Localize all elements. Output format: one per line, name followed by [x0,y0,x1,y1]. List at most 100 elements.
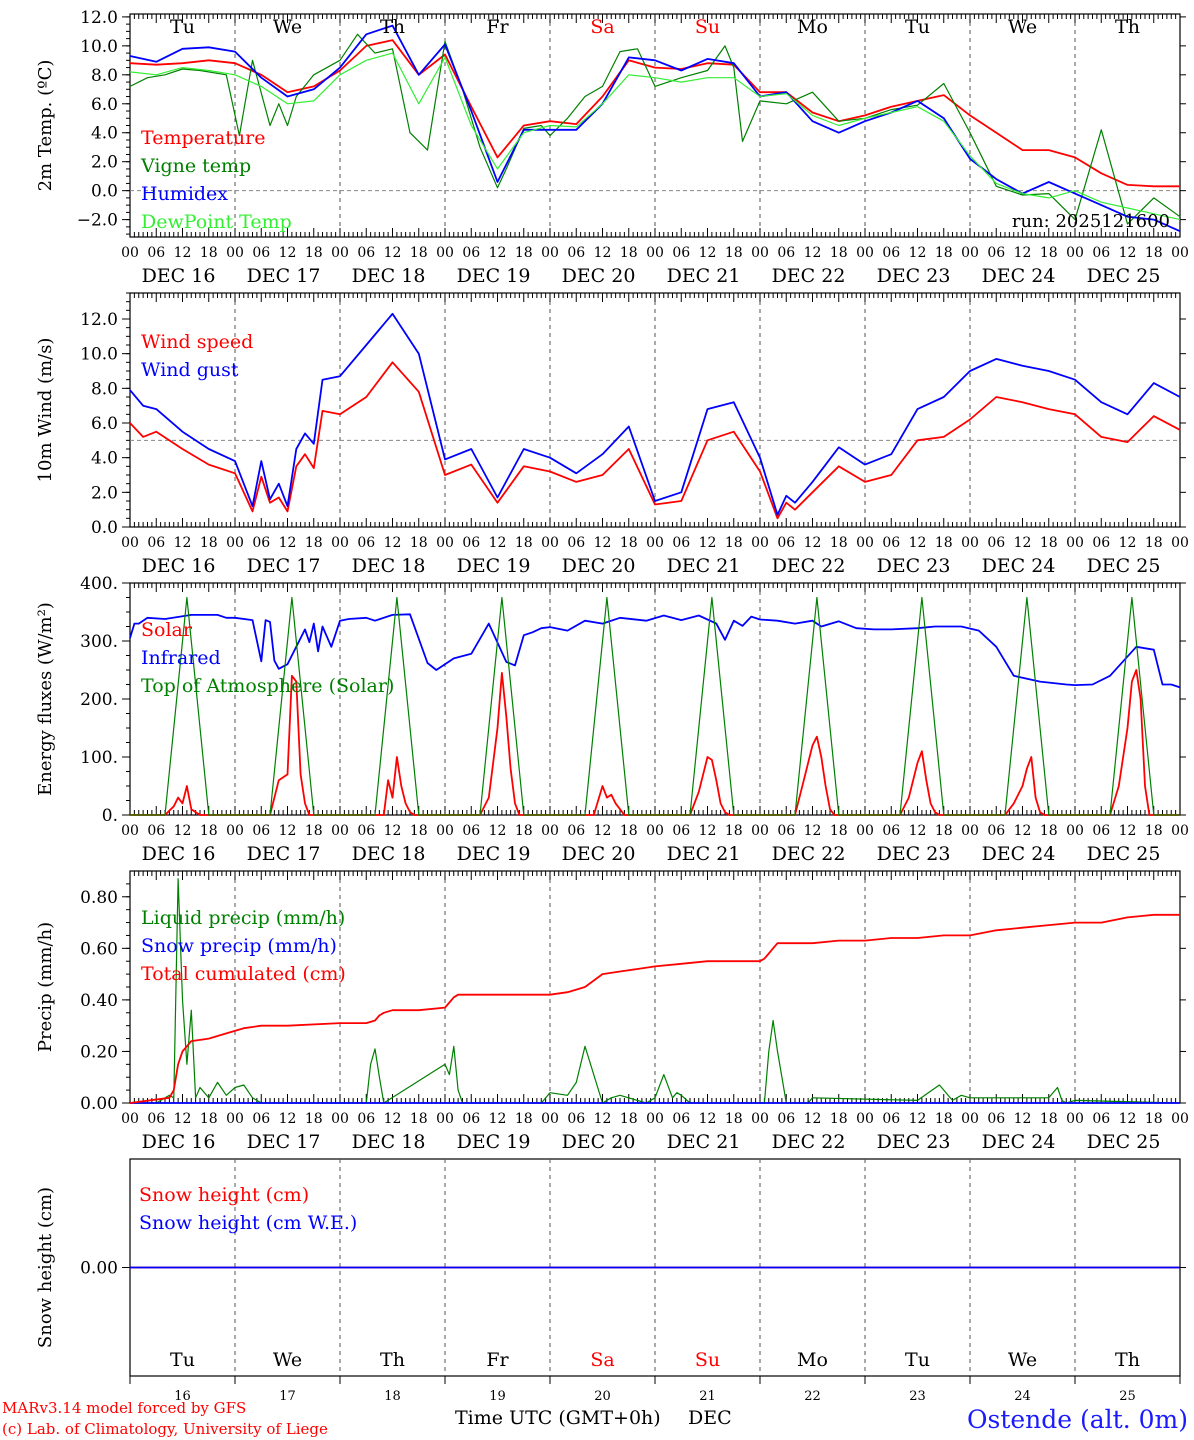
hour-label: 18 [200,245,218,261]
hour-label: 12 [909,245,927,261]
date-label: DEC 16 [142,265,216,287]
hour-label: 18 [620,535,638,551]
legend-entry: Infrared [141,647,221,669]
hour-label: 00 [961,535,979,551]
date-label: DEC 20 [562,843,636,865]
weekday-label: Mo [797,16,828,38]
date-label: DEC 20 [562,265,636,287]
hour-label: 12 [384,1111,402,1127]
date-label: DEC 22 [772,843,846,865]
hour-label: 00 [331,823,349,839]
y-axis-label: 10m Wind (m/s) [35,338,56,483]
hour-label: 12 [1014,245,1032,261]
hour-label: 18 [935,823,953,839]
weekday-label: Th [1115,1349,1140,1371]
day-number-label: 19 [489,1389,506,1404]
panel-energy: 0. 100. 200. 300. 400. Energy fluxes (W/m²) So… [35,574,1189,865]
hour-label: 00 [646,823,664,839]
hour-label: 12 [699,1111,717,1127]
series-line-wind-gust [129,312,1181,516]
hour-label: 06 [357,823,375,839]
panel-snow: 0.00 Snow height (cm) Snow height (cm) Snow… [35,1158,1186,1404]
date-label: DEC 22 [772,1131,846,1153]
hour-label: 00 [436,823,454,839]
legend-entry: Humidex [141,183,228,205]
hour-label: 00 [331,535,349,551]
hour-label: 18 [1145,1111,1163,1127]
hour-label: 00 [1171,1111,1189,1127]
y-tick-label: 2.0 [91,483,118,503]
weekday-label: Th [380,16,405,38]
day-number-label: 23 [909,1389,926,1404]
series-line-top-of-atmosphere-solar- [130,596,1180,816]
station-name: Ostende (alt. 0m) [967,1405,1188,1434]
date-label: DEC 19 [457,265,531,287]
hour-label: 00 [436,535,454,551]
hour-label: 06 [567,823,585,839]
hour-label: 12 [594,245,612,261]
date-label: DEC 23 [877,843,951,865]
hour-label: 00 [751,1111,769,1127]
hour-label: 12 [804,1111,822,1127]
y-tick-label: 0.60 [80,939,118,959]
y-tick-label: 2.0 [91,153,118,173]
hour-ticks [129,871,1181,1103]
date-label: DEC 18 [352,1131,426,1153]
hour-label: 18 [515,1111,533,1127]
hour-label: 00 [646,245,664,261]
legend-entry: DewPoint Temp [141,211,292,233]
y-tick-label: 6.0 [91,414,118,434]
hour-label: 00 [751,245,769,261]
series-line-total-cumulated-cm- [129,913,1180,1104]
y-tick-label: 0.20 [80,1042,118,1062]
hour-label: 12 [174,535,192,551]
hour-label: 00 [121,245,139,261]
date-label: DEC 23 [877,1131,951,1153]
y-tick-label: 0.80 [80,888,118,908]
date-label: DEC 20 [562,1131,636,1153]
hour-label: 00 [1171,535,1189,551]
day-number-label: 25 [1119,1389,1136,1404]
hour-label: 12 [594,535,612,551]
hour-label: 06 [147,245,165,261]
date-label: DEC 23 [877,265,951,287]
hour-label: 18 [515,245,533,261]
hour-label: 12 [489,1111,507,1127]
hour-label: 00 [751,823,769,839]
hour-label: 06 [1092,535,1110,551]
hour-label: 00 [856,535,874,551]
hour-label: 12 [384,823,402,839]
hour-label: 00 [541,245,559,261]
y-tick-label: 0.00 [80,1094,118,1114]
weekday-label: Th [380,1349,405,1371]
day-number-label: 20 [594,1389,611,1404]
hour-label: 12 [909,823,927,839]
weekday-label: Tu [170,1349,195,1371]
date-label: DEC 21 [667,555,741,577]
y-tick-label: −2.0 [77,211,118,231]
hour-label: 12 [174,1111,192,1127]
day-number-label: 16 [174,1389,191,1404]
hour-label: 06 [462,535,480,551]
hour-label: 06 [462,823,480,839]
date-label: DEC 20 [562,555,636,577]
legend-entry: Total cumulated (cm) [141,963,346,985]
legend-entry: Snow precip (mm/h) [141,935,337,957]
hour-label: 00 [856,245,874,261]
y-tick-label: 12.0 [80,310,118,330]
panel-temperature: −2.0 0.0 2.0 4.0 6.0 8.0 10.0 12.0 2m Temp. (ºC)… [35,8,1189,287]
hour-label: 18 [305,535,323,551]
hour-label: 12 [279,535,297,551]
weekday-label: We [273,16,302,38]
legend-entry: Liquid precip (mm/h) [141,907,345,929]
legend-entry: Solar [141,619,193,641]
series-line-dewpoint-temp [129,52,1181,221]
hour-ticks [129,1376,1181,1384]
y-tick-label: 10.0 [80,37,118,57]
hour-label: 06 [1092,823,1110,839]
date-label: DEC 16 [142,1131,216,1153]
panel-wind: 0.0 2.0 4.0 6.0 8.0 10.0 12.0 10m Wind (m/s) Win… [35,292,1189,577]
hour-label: 06 [777,1111,795,1127]
hour-label: 06 [252,823,270,839]
